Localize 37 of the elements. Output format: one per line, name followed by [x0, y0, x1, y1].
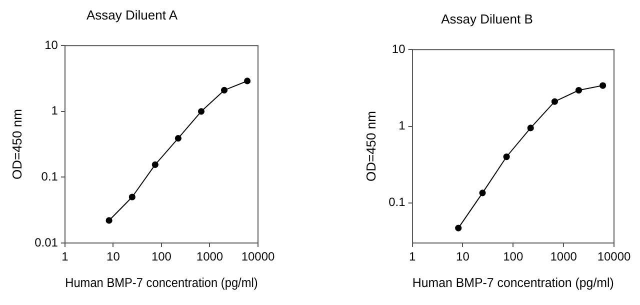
y-tick-label: 1: [398, 118, 406, 133]
point: [198, 108, 205, 115]
x-tick-label: 10000: [597, 250, 632, 264]
x-tick-label: 1: [62, 250, 69, 264]
point: [244, 78, 251, 84]
x-axis-title: Human BMP-7 concentration (pg/ml): [65, 275, 258, 290]
y-tick-label: 0.1: [388, 195, 406, 210]
x-tick-label: 100: [503, 250, 524, 264]
x-tick-label: 10: [456, 250, 470, 264]
point: [503, 153, 510, 160]
point: [128, 194, 136, 200]
point: [220, 86, 228, 94]
chart-title: Assay Diluent A: [86, 7, 178, 22]
x-tick-label: 10: [106, 250, 120, 264]
x-tick-label: 1000: [196, 250, 224, 264]
y-tick-label: 10: [392, 42, 406, 56]
point: [600, 82, 606, 89]
x-tick-label: 10000: [241, 250, 276, 264]
chart-title: Assay Diluent B: [441, 11, 533, 26]
y-tick-label: 0.01: [34, 235, 58, 250]
point: [455, 224, 462, 232]
point: [174, 135, 182, 142]
x-tick-label: 100: [151, 250, 172, 264]
x-tick-label: 1000: [550, 250, 578, 264]
y-tick-label: 0.1: [41, 170, 58, 184]
point: [527, 124, 534, 132]
point: [551, 98, 558, 105]
x-tick-label: 1: [408, 250, 416, 264]
y-tick-label: 10: [44, 38, 58, 52]
x-axis-title: Human BMP-7 concentration (pg/ml): [412, 274, 614, 290]
point: [575, 86, 582, 94]
y-axis-title: OD=450 nm: [9, 109, 24, 180]
point: [106, 217, 112, 224]
y-axis-title: OD=450 nm: [363, 111, 378, 182]
y-tick-label: 1: [51, 104, 58, 118]
point: [152, 161, 158, 168]
point: [479, 190, 486, 196]
